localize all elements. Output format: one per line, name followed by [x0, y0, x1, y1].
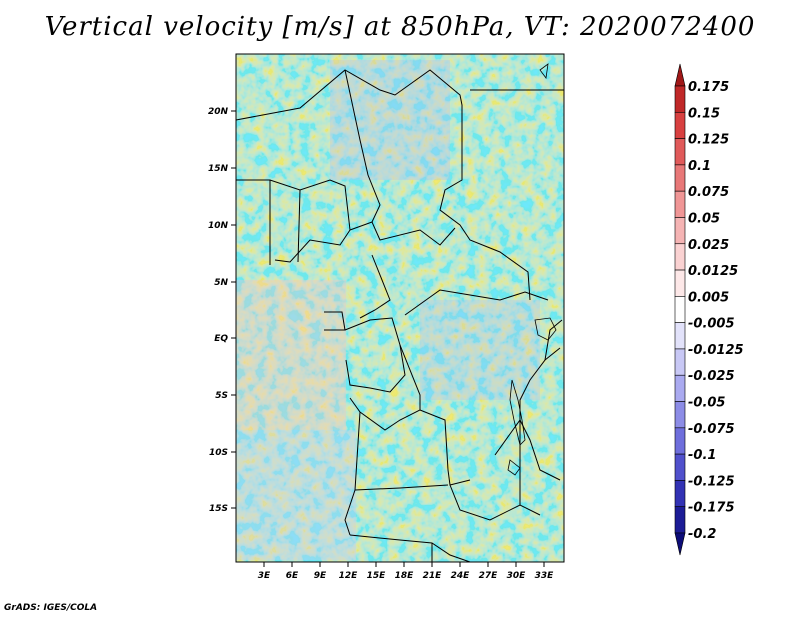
colorbar-label: -0.005: [688, 317, 735, 332]
colorbar-cell: [674, 401, 686, 429]
colorbar-cell: [674, 164, 686, 192]
colorbar-cell: [674, 480, 686, 508]
colorbar-cell: [674, 111, 686, 139]
country-boundaries: [236, 69, 564, 562]
colorbar: 0.175 0.15 0.125 0.1 0.075 0.05 0.025 0.0125 0.0…: [674, 63, 744, 556]
colorbar-label: -0.025: [688, 369, 735, 384]
lat-axis: 20N 15N 10N 5N EQ 5S 10S 15S: [208, 107, 236, 514]
colorbar-cell: [674, 348, 686, 376]
colorbar-label: 0.15: [688, 106, 720, 121]
colorbar-label: 0.175: [688, 80, 729, 95]
lat-label: 5N: [214, 278, 228, 288]
lon-label: 18E: [395, 571, 415, 581]
colorbar-label: -0.175: [688, 501, 735, 516]
lon-label: 21E: [423, 571, 443, 581]
colorbar-cell: [674, 190, 686, 218]
lon-label: 33E: [535, 571, 555, 581]
lat-label: EQ: [214, 334, 228, 344]
colorbar-cell: [674, 85, 686, 113]
lake-outlines: [507, 63, 557, 476]
colorbar-cell: [674, 243, 686, 271]
lat-label: 15S: [209, 504, 228, 514]
lon-label: 6E: [286, 571, 299, 581]
colorbar-cell: [674, 427, 686, 455]
colorbar-cell: [674, 269, 686, 297]
lat-label: 5S: [215, 391, 228, 401]
colorbar-cell: [674, 453, 686, 481]
colorbar-cell: [674, 217, 686, 245]
colorbar-label: -0.2: [688, 527, 716, 542]
colorbar-cell: [674, 138, 686, 166]
chart-title: Vertical velocity [m/s] at 850hPa, VT: 2…: [44, 12, 756, 42]
colorbar-cell: [674, 532, 686, 556]
footer-credit: GrADS: IGES/COLA: [4, 603, 98, 613]
lon-axis: 3E 6E 9E 12E 15E 18E 21E 24E 27E 30E 33E: [258, 562, 554, 581]
lon-label: 15E: [367, 571, 387, 581]
colorbar-label: -0.125: [688, 474, 735, 489]
colorbar-label: -0.075: [688, 422, 735, 437]
colorbar-label: 0.025: [688, 238, 729, 253]
map-frame: [235, 53, 565, 563]
lat-label: 10S: [209, 448, 228, 458]
lon-label: 3E: [258, 571, 271, 581]
colorbar-label: 0.0125: [688, 264, 738, 279]
colorbar-cell: [674, 506, 686, 534]
colorbar-label: 0.1: [688, 159, 711, 174]
lon-label: 12E: [339, 571, 359, 581]
lon-label: 24E: [451, 571, 471, 581]
lat-label: 10N: [208, 221, 229, 231]
colorbar-label: 0.005: [688, 290, 729, 305]
lat-label: 20N: [208, 107, 229, 117]
colorbar-cell: [674, 63, 686, 87]
colorbar-label: -0.0125: [688, 343, 744, 358]
colorbar-label: 0.125: [688, 133, 729, 148]
colorbar-cell: [674, 296, 686, 323]
colorbar-cell: [674, 374, 686, 402]
colorbar-label: -0.1: [688, 448, 716, 463]
colorbar-label: 0.05: [688, 211, 720, 226]
lon-label: 9E: [314, 571, 327, 581]
colorbar-label: 0.075: [688, 185, 729, 200]
colorbar-label: -0.05: [688, 396, 725, 411]
map-plot-area: [236, 54, 564, 562]
lon-label: 30E: [507, 571, 527, 581]
lon-label: 27E: [479, 571, 499, 581]
lat-label: 15N: [208, 164, 229, 174]
colorbar-cell: [674, 322, 686, 350]
